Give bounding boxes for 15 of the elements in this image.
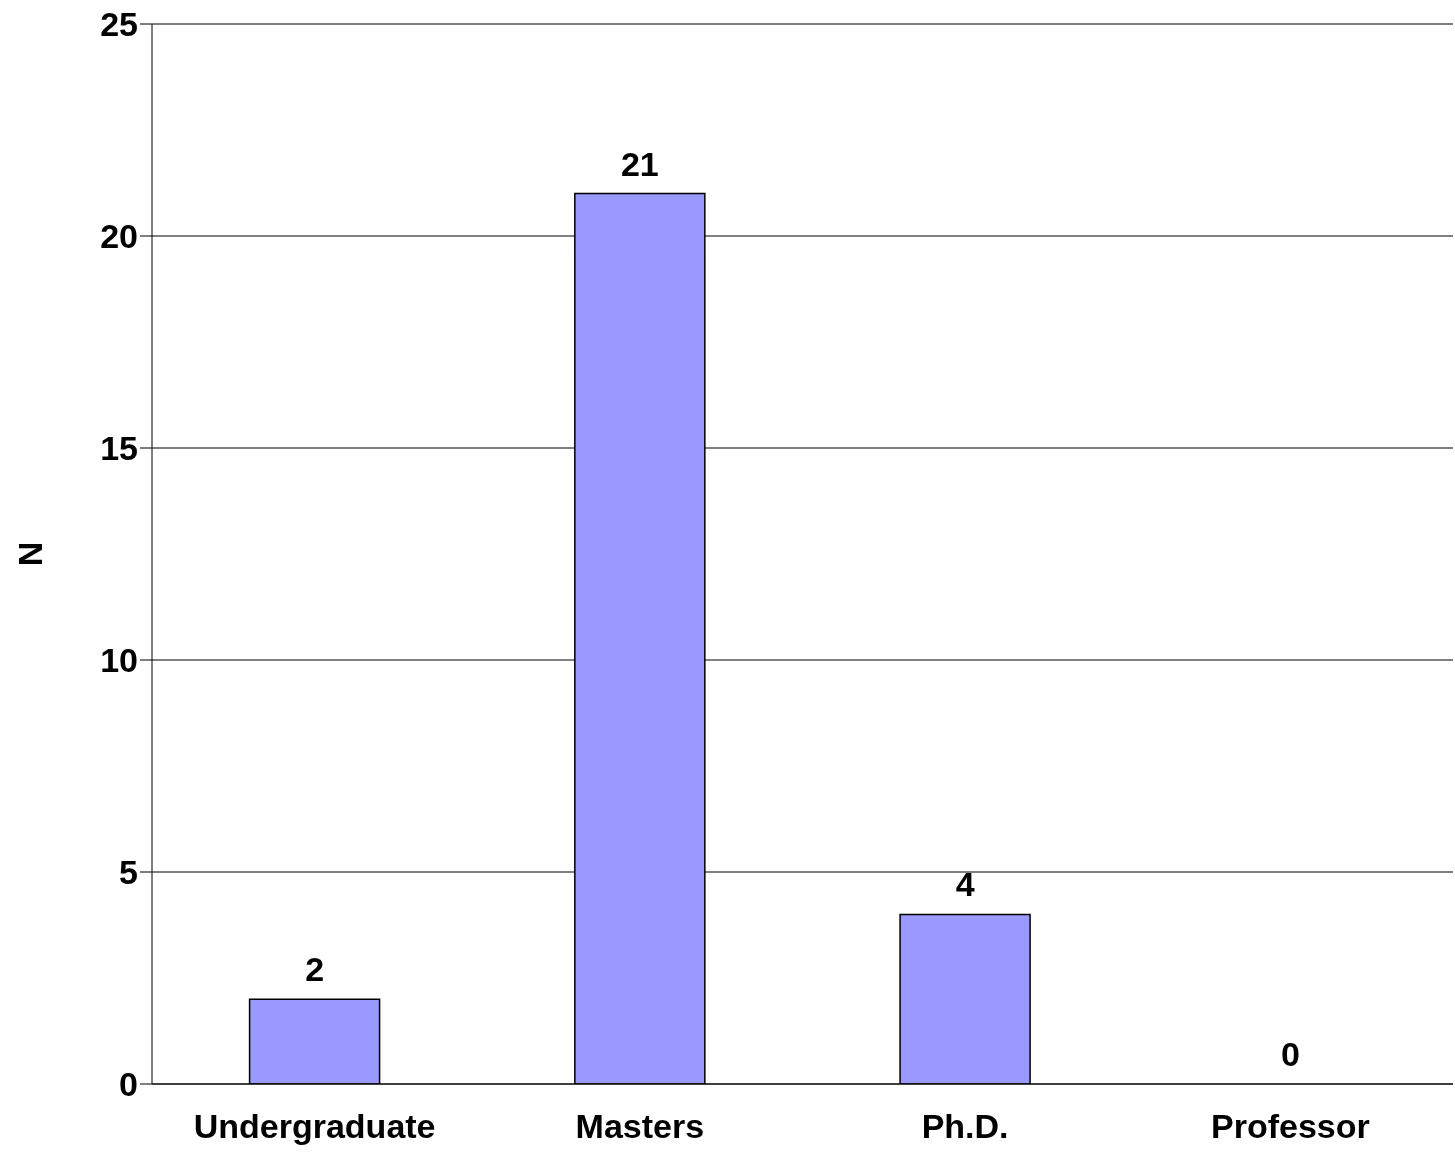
- data-label: 21: [620, 144, 659, 183]
- y-tick-label: 15: [100, 429, 138, 468]
- x-tick-label: Professor: [1211, 1107, 1370, 1146]
- y-tick-label: 0: [119, 1065, 138, 1104]
- x-tick-label: Masters: [575, 1107, 705, 1146]
- x-tick-label: Ph.D.: [921, 1107, 1009, 1146]
- y-tick-label: 5: [119, 853, 138, 892]
- y-tick-label: 20: [100, 217, 138, 256]
- y-tick-label: 10: [100, 641, 138, 680]
- y-tick-label: 25: [100, 5, 138, 44]
- x-tick-label: Undergraduate: [193, 1107, 436, 1146]
- data-label: 2: [305, 950, 325, 989]
- data-label: 0: [1280, 1035, 1300, 1073]
- y-axis-title: N: [11, 541, 50, 567]
- data-label: 4: [955, 865, 975, 904]
